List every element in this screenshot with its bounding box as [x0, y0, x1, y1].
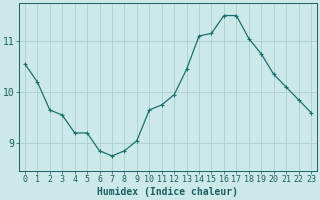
X-axis label: Humidex (Indice chaleur): Humidex (Indice chaleur)	[98, 187, 238, 197]
